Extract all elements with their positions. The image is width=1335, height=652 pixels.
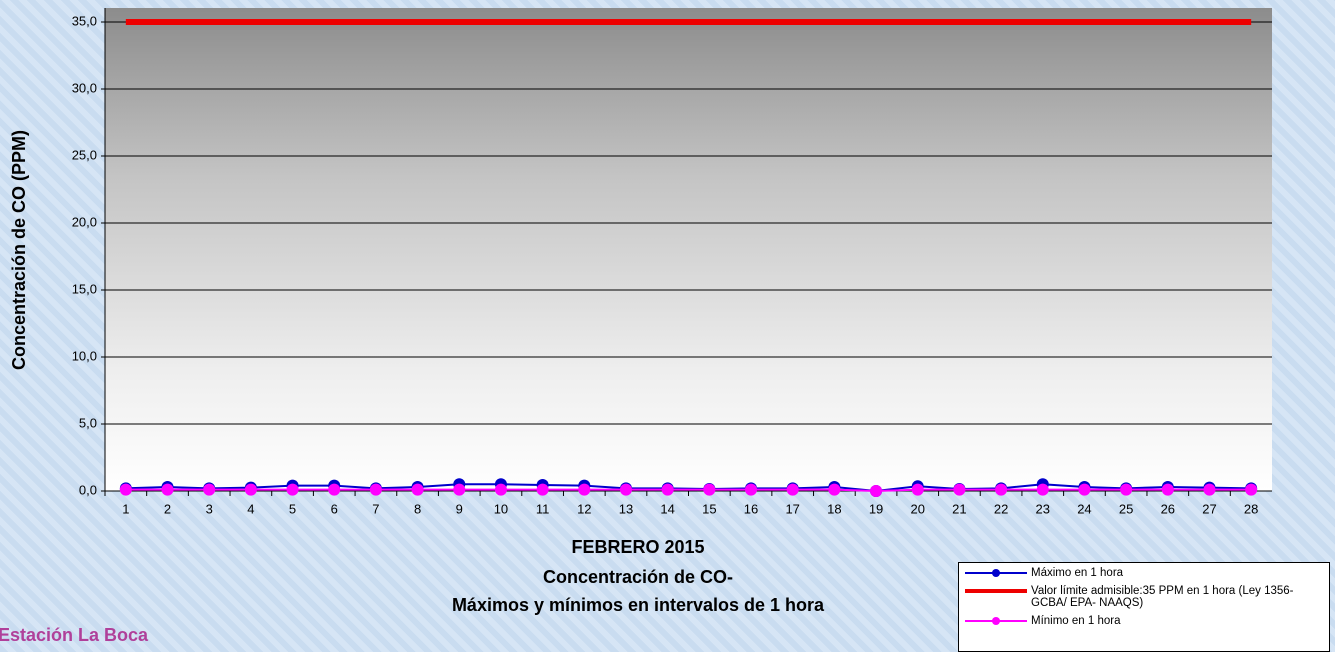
data-point [244,483,257,496]
legend-marker [992,569,1000,577]
data-point [1203,483,1216,496]
data-point [203,483,216,496]
y-tick-label: 30,0 [72,80,97,95]
y-tick-label: 5,0 [79,415,97,430]
x-tick-label: 16 [744,501,758,516]
legend: Máximo en 1 hora Valor límite admisible:3… [958,562,1330,652]
data-point [995,483,1008,496]
data-point [1161,483,1174,496]
y-axis-title: Concentración de CO (PPM) [9,130,29,370]
legend-swatch [965,589,1027,593]
data-point [703,483,716,496]
data-point [119,483,132,496]
series-line [125,488,1252,493]
chart-title: Concentración de CO- [543,567,733,587]
data-point [953,483,966,496]
data-point [286,483,299,496]
data-point [661,483,674,496]
y-tick-label: 20,0 [72,214,97,229]
x-tick-label: 9 [456,501,463,516]
x-tick-label: 19 [869,501,883,516]
data-point [619,483,632,496]
data-point [453,483,466,496]
x-tick-label: 20 [910,501,924,516]
x-tick-label: 15 [702,501,716,516]
legend-marker [992,617,1000,625]
data-point [328,483,341,496]
series-line [125,483,1252,493]
x-tick-label: 8 [414,501,421,516]
y-tick-label: 0,0 [79,482,97,497]
x-tick-label: 25 [1119,501,1133,516]
x-tick-label: 21 [952,501,966,516]
data-point [1078,483,1091,496]
y-tick-label: 15,0 [72,281,97,296]
station-label: Estación La Boca [0,625,149,645]
x-tick-label: 1 [122,501,129,516]
data-point [1245,483,1258,496]
data-point [536,483,549,496]
legend-label: Mínimo en 1 hora [1031,615,1121,627]
legend-label: Máximo en 1 hora [1031,567,1124,579]
y-tick-label: 10,0 [72,348,97,363]
x-tick-label: 22 [994,501,1008,516]
legend-item: Mínimo en 1 hora [961,615,1327,627]
data-point [870,485,883,497]
x-tick-label: 12 [577,501,591,516]
data-point [1120,483,1133,496]
x-tick-label: 28 [1244,501,1258,516]
legend-label: Valor límite admisible:35 PPM en 1 hora … [1031,585,1294,609]
legend-swatch [965,569,1027,577]
x-axis-title: FEBRERO 2015 [571,537,704,557]
x-tick-label: 13 [619,501,633,516]
x-tick-label: 5 [289,501,296,516]
x-tick-label: 14 [660,501,674,516]
x-tick-label: 27 [1202,501,1216,516]
y-tick-label: 25,0 [72,147,97,162]
data-point [161,483,174,496]
y-tick-label: 35,0 [72,13,97,28]
chart-subtitle: Máximos y mínimos en intervalos de 1 hor… [452,595,825,615]
x-tick-label: 10 [494,501,508,516]
data-point [578,483,591,496]
legend-item: Valor límite admisible:35 PPM en 1 hora … [961,585,1327,609]
x-tick-label: 3 [206,501,213,516]
data-point [911,483,924,496]
data-point [411,483,424,496]
data-point [1036,483,1049,496]
x-tick-label: 18 [827,501,841,516]
data-point [369,483,382,496]
data-point [745,483,758,496]
x-tick-label: 17 [785,501,799,516]
legend-swatch [965,617,1027,625]
x-tick-label: 4 [247,501,254,516]
x-tick-label: 6 [331,501,338,516]
x-tick-label: 24 [1077,501,1091,516]
x-tick-label: 11 [536,501,550,516]
data-point [494,483,507,496]
data-point [828,483,841,496]
x-tick-label: 7 [372,501,379,516]
data-point [786,483,799,496]
plot-area [105,8,1272,491]
x-tick-label: 2 [164,501,171,516]
legend-item: Máximo en 1 hora [961,567,1327,579]
x-tick-label: 26 [1161,501,1175,516]
x-tick-label: 23 [1036,501,1050,516]
